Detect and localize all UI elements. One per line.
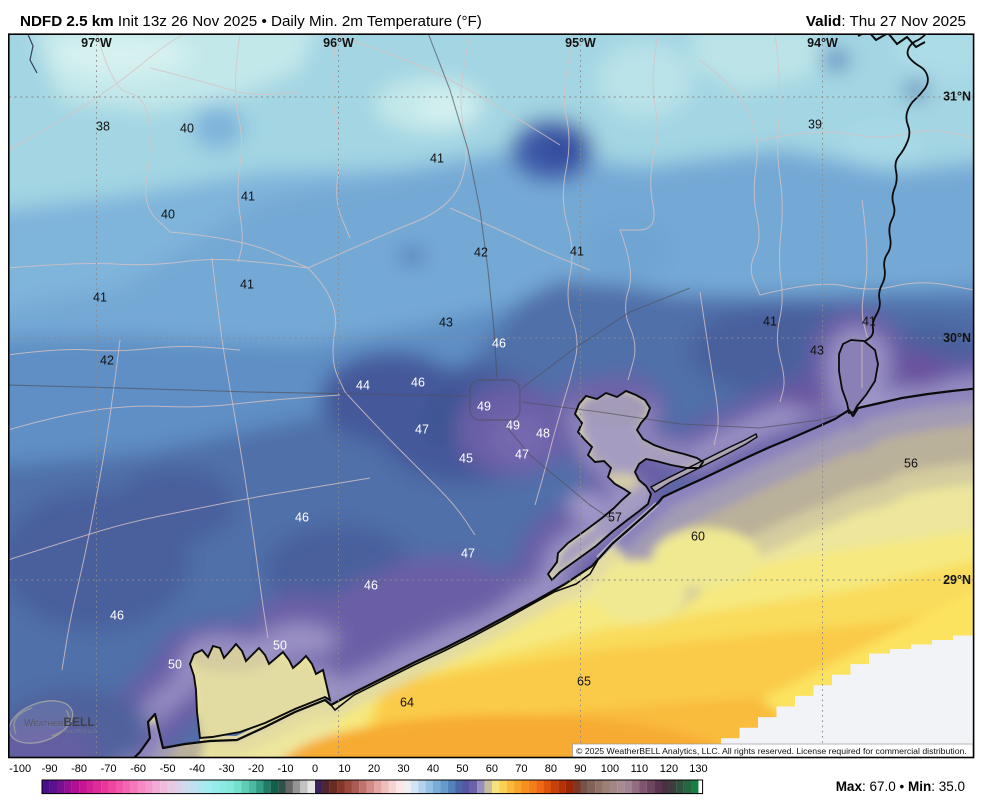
- svg-text:-60: -60: [130, 763, 146, 775]
- svg-text:42: 42: [100, 354, 114, 368]
- svg-text:96°W: 96°W: [323, 36, 354, 50]
- svg-text:50: 50: [456, 763, 468, 775]
- svg-text:44: 44: [356, 379, 370, 393]
- svg-text:-90: -90: [42, 763, 58, 775]
- svg-text:41: 41: [570, 245, 584, 259]
- svg-text:10: 10: [338, 763, 350, 775]
- svg-text:29°N: 29°N: [943, 573, 971, 587]
- svg-text:-100: -100: [9, 763, 31, 775]
- svg-text:57: 57: [608, 511, 622, 525]
- svg-text:-10: -10: [278, 763, 294, 775]
- svg-text:110: 110: [631, 763, 649, 775]
- svg-text:Max: 67.0 • Min: 35.0: Max: 67.0 • Min: 35.0: [836, 779, 965, 794]
- svg-text:46: 46: [364, 579, 378, 593]
- svg-text:94°W: 94°W: [807, 36, 838, 50]
- svg-text:100: 100: [601, 763, 619, 775]
- svg-text:40: 40: [180, 122, 194, 136]
- svg-text:41: 41: [430, 152, 444, 166]
- svg-text:46: 46: [295, 511, 309, 525]
- svg-text:47: 47: [415, 423, 429, 437]
- svg-text:41: 41: [240, 278, 254, 292]
- svg-text:80: 80: [545, 763, 557, 775]
- svg-text:-50: -50: [160, 763, 176, 775]
- svg-text:50: 50: [273, 639, 287, 653]
- svg-text:WEATHERBELL: WEATHERBELL: [24, 715, 95, 729]
- svg-text:130: 130: [689, 763, 707, 775]
- svg-text:45: 45: [459, 452, 473, 466]
- svg-text:49: 49: [477, 400, 491, 414]
- svg-text:30°N: 30°N: [943, 331, 971, 345]
- svg-text:97°W: 97°W: [81, 36, 112, 50]
- svg-text:-80: -80: [71, 763, 87, 775]
- svg-text:38: 38: [96, 120, 110, 134]
- svg-text:120: 120: [660, 763, 678, 775]
- svg-text:60: 60: [691, 530, 705, 544]
- svg-text:-30: -30: [219, 763, 235, 775]
- svg-text:NDFD 2.5 km Init 13z 26 Nov 20: NDFD 2.5 km Init 13z 26 Nov 2025 • Daily…: [20, 13, 482, 30]
- svg-text:46: 46: [492, 337, 506, 351]
- svg-text:40: 40: [161, 208, 175, 222]
- svg-text:-70: -70: [101, 763, 117, 775]
- svg-text:Valid: Thu 27 Nov 2025: Valid: Thu 27 Nov 2025: [806, 13, 966, 30]
- svg-text:50: 50: [168, 658, 182, 672]
- svg-text:42: 42: [474, 246, 488, 260]
- svg-text:48: 48: [536, 427, 550, 441]
- svg-text:20: 20: [368, 763, 380, 775]
- svg-text:40: 40: [427, 763, 439, 775]
- svg-text:41: 41: [763, 315, 777, 329]
- svg-text:41: 41: [93, 291, 107, 305]
- svg-text:56: 56: [904, 457, 918, 471]
- svg-text:46: 46: [411, 376, 425, 390]
- svg-text:© 2025 WeatherBELL Analytics,: © 2025 WeatherBELL Analytics, LLC. All r…: [576, 746, 967, 756]
- svg-text:70: 70: [515, 763, 527, 775]
- svg-text:41: 41: [241, 190, 255, 204]
- svg-text:43: 43: [810, 344, 824, 358]
- svg-text:41: 41: [862, 315, 876, 329]
- svg-text:46: 46: [110, 609, 124, 623]
- svg-text:39: 39: [808, 118, 822, 132]
- svg-text:0: 0: [312, 763, 318, 775]
- svg-text:30: 30: [397, 763, 409, 775]
- svg-text:47: 47: [461, 547, 475, 561]
- svg-text:43: 43: [439, 316, 453, 330]
- svg-text:90: 90: [574, 763, 586, 775]
- svg-text:ANALYTICS LLC: ANALYTICS LLC: [62, 729, 97, 734]
- svg-text:60: 60: [486, 763, 498, 775]
- svg-text:31°N: 31°N: [943, 90, 971, 104]
- svg-text:65: 65: [577, 675, 591, 689]
- svg-text:49: 49: [506, 419, 520, 433]
- svg-text:47: 47: [515, 448, 529, 462]
- svg-text:-40: -40: [189, 763, 205, 775]
- svg-text:64: 64: [400, 696, 414, 710]
- svg-text:-20: -20: [248, 763, 264, 775]
- svg-text:95°W: 95°W: [565, 36, 596, 50]
